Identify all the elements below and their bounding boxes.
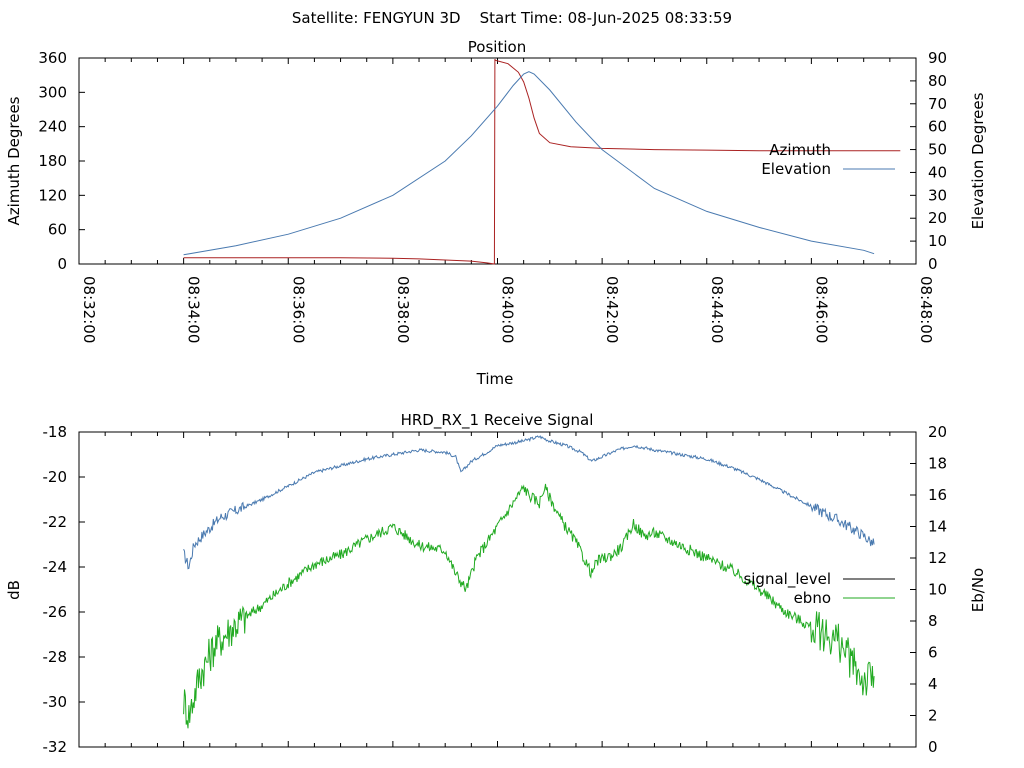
signal-y-tick-label: -32 <box>43 738 68 756</box>
position-x-tick-label: 08:34:00 <box>185 276 203 343</box>
position-y-tick-label: 60 <box>48 221 67 239</box>
signal-y2-tick-label: 12 <box>928 549 947 567</box>
position-x-tick-label: 08:40:00 <box>499 276 517 343</box>
signal-y-tick-label: -28 <box>43 648 68 666</box>
position-x-tick-label: 08:42:00 <box>603 276 621 343</box>
position-y2-tick-label: 80 <box>928 72 947 90</box>
signal-plot-frame <box>78 431 917 748</box>
signal-y2-tick-label: 14 <box>928 518 947 536</box>
position-y-tick-label: 120 <box>38 186 67 204</box>
signal-series-ebno <box>183 483 875 729</box>
signal-y-tick-label: -26 <box>43 603 68 621</box>
position-series-Azimuth <box>183 58 901 265</box>
position-y-tick-label: 0 <box>57 255 67 273</box>
position-y-tick-label: 360 <box>38 49 67 67</box>
position-series-Elevation <box>183 71 875 256</box>
signal-y2-tick-label: 20 <box>928 423 947 441</box>
signal-y2-tick-label: 2 <box>928 707 938 725</box>
signal-y-tick-label: -24 <box>43 558 68 576</box>
signal-series-signal_level <box>183 435 875 570</box>
signal-y-tick-label: -30 <box>43 693 68 711</box>
position-y2-tick-label: 30 <box>928 186 947 204</box>
position-y2-tick-label: 40 <box>928 163 947 181</box>
position-x-tick-label: 08:48:00 <box>917 276 935 343</box>
signal-y-tick-label: -18 <box>43 423 68 441</box>
signal-y2-tick-label: 6 <box>928 644 938 662</box>
position-y2-axis-title: Elevation Degrees <box>969 92 987 229</box>
signal-y2-tick-label: 0 <box>928 738 938 756</box>
position-legend-label-Azimuth: Azimuth <box>769 141 831 159</box>
signal-y-axis-title: dB <box>5 580 23 600</box>
signal-legend-label-signal_level: signal_level <box>743 570 831 589</box>
signal-y2-tick-label: 18 <box>928 455 947 473</box>
position-x-tick-label: 08:36:00 <box>289 276 307 343</box>
signal-y2-tick-label: 16 <box>928 486 947 504</box>
signal-chart-title: HRD_RX_1 Receive Signal <box>401 411 594 430</box>
position-chart-title: Position <box>468 38 526 56</box>
receive-signal-chart: HRD_RX_1 Receive Signal dB Eb/No -32 -30 -… <box>5 411 987 756</box>
signal-y2-tick-label: 4 <box>928 675 938 693</box>
position-y2-tick-label: 20 <box>928 209 947 227</box>
signal-y2-axis-title: Eb/No <box>969 568 987 612</box>
position-x-axis-title: Time <box>476 370 514 388</box>
position-y-tick-label: 180 <box>38 152 67 170</box>
position-y-tick-label: 300 <box>38 83 67 101</box>
signal-legend-label-ebno: ebno <box>794 589 831 607</box>
position-chart: Position Azimuth Degrees Elevation Degre… <box>5 38 987 388</box>
position-x-tick-label: 08:46:00 <box>812 276 830 343</box>
position-y2-tick-label: 50 <box>928 141 947 159</box>
position-x-tick-label: 08:44:00 <box>708 276 726 343</box>
position-x-tick-label: 08:32:00 <box>80 276 98 343</box>
position-y-axis-title: Azimuth Degrees <box>5 96 23 225</box>
figure-title: Satellite: FENGYUN 3D Start Time: 08-Jun… <box>292 9 732 27</box>
position-y2-tick-label: 10 <box>928 232 947 250</box>
position-y2-tick-label: 0 <box>928 255 938 273</box>
signal-y-tick-label: -22 <box>43 513 68 531</box>
signal-y2-tick-label: 8 <box>928 612 938 630</box>
signal-y2-tick-label: 10 <box>928 581 947 599</box>
position-y2-tick-label: 90 <box>928 49 947 67</box>
position-y2-tick-label: 70 <box>928 95 947 113</box>
position-legend-label-Elevation: Elevation <box>761 160 831 178</box>
position-y2-tick-label: 60 <box>928 118 947 136</box>
position-y-tick-label: 240 <box>38 118 67 136</box>
position-x-tick-label: 08:38:00 <box>394 276 412 343</box>
signal-y-tick-label: -20 <box>43 468 68 486</box>
